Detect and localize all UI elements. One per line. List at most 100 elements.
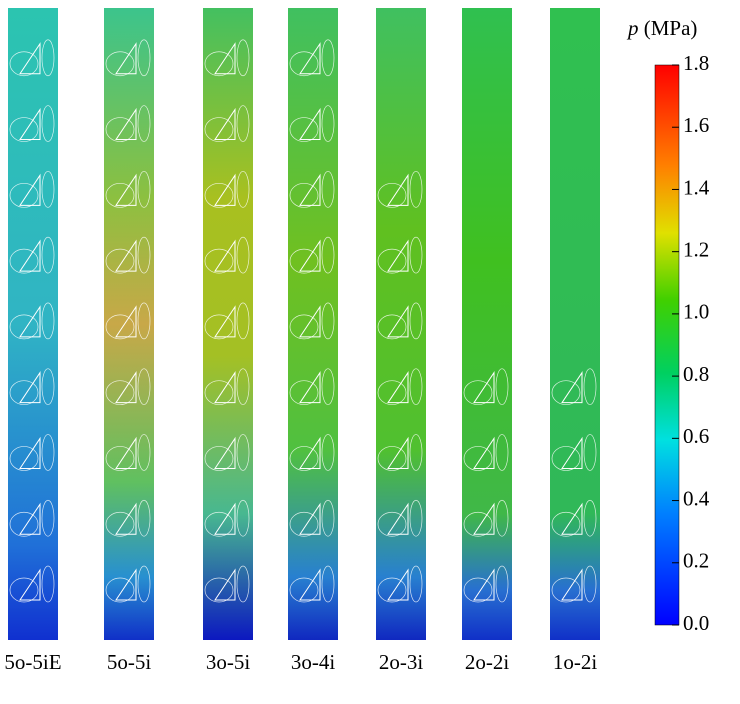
contour: [9, 446, 39, 471]
triangle-outline: [299, 305, 321, 338]
contour: [236, 105, 250, 142]
triangle-outline: [19, 42, 41, 75]
triangle-outline: [214, 502, 236, 535]
panel: [203, 8, 253, 640]
colorbar-tick-label: 1.4: [683, 175, 710, 199]
contour: [137, 565, 151, 603]
contour: [463, 446, 493, 471]
contour: [289, 446, 319, 471]
contour: [9, 314, 39, 340]
triangle-outline: [473, 502, 495, 535]
triangle-outline: [299, 107, 321, 141]
contour: [9, 248, 39, 274]
triangle-outline: [561, 502, 583, 535]
triangle-outline: [19, 502, 41, 535]
triangle-outline: [214, 305, 236, 338]
panel-label: 5o-5i: [107, 650, 151, 674]
panel-label: 1o-2i: [553, 650, 597, 674]
contour: [236, 499, 250, 537]
contour: [137, 39, 151, 77]
triangle-outline: [214, 173, 236, 206]
contour: [321, 39, 335, 77]
triangle-outline: [19, 436, 41, 469]
contour: [41, 170, 55, 208]
colorbar-tick-label: 0.0: [683, 611, 709, 635]
contour: [377, 446, 407, 471]
contour: [583, 434, 597, 471]
contour: [41, 499, 55, 537]
contour: [551, 380, 581, 406]
contour: [289, 117, 319, 142]
colorbar-tick-label: 0.6: [683, 424, 709, 448]
colorbar-tick-label: 1.2: [683, 237, 709, 261]
contour: [463, 511, 493, 537]
contour: [289, 577, 319, 603]
triangle-outline: [115, 568, 137, 601]
triangle-outline: [299, 173, 321, 206]
contour: [105, 248, 135, 274]
contour: [137, 105, 151, 142]
contour: [204, 380, 234, 406]
triangle-outline: [473, 568, 495, 601]
colorbar-title: p (MPa): [626, 16, 697, 40]
colorbar-tick-label: 0.4: [683, 486, 710, 510]
contour: [41, 39, 55, 77]
triangle-outline: [214, 239, 236, 272]
colorbar: [654, 64, 680, 626]
triangle-outline: [214, 436, 236, 469]
contour: [105, 380, 135, 406]
triangle-outline: [115, 371, 137, 404]
contour: [105, 314, 135, 340]
contour: [9, 380, 39, 406]
colorbar-tick-label: 0.2: [683, 549, 709, 573]
panel: [288, 8, 338, 640]
variable: p: [626, 16, 639, 40]
contour: [137, 236, 151, 274]
panel-label: 5o-5iE: [4, 650, 61, 674]
triangle-outline: [473, 371, 495, 404]
contour: [236, 236, 250, 274]
contour: [204, 511, 234, 537]
colorbar-tick-label: 1.8: [683, 51, 709, 75]
contour: [41, 368, 55, 406]
contour: [495, 368, 509, 406]
contour: [204, 182, 234, 208]
triangle-outline: [115, 239, 137, 272]
colorbar-tick-label: 1.6: [683, 113, 709, 137]
contour: [321, 105, 335, 142]
contour: [551, 446, 581, 471]
contour: [377, 380, 407, 406]
contour: [321, 302, 335, 340]
panel: [462, 8, 512, 640]
triangle-outline: [387, 371, 409, 404]
panel-label: 3o-4i: [291, 650, 335, 674]
contour: [495, 499, 509, 537]
contour: [289, 380, 319, 406]
triangle-outline: [299, 568, 321, 601]
contour: [321, 499, 335, 537]
panel-label: 2o-3i: [379, 650, 423, 674]
contour: [321, 170, 335, 208]
contour: [9, 117, 39, 142]
contour: [204, 314, 234, 340]
contour: [9, 577, 39, 603]
contour: [236, 434, 250, 471]
contour: [236, 170, 250, 208]
contour: [583, 368, 597, 406]
triangle-outline: [387, 239, 409, 272]
triangle-outline: [473, 436, 495, 469]
triangle-outline: [387, 502, 409, 535]
contour: [289, 51, 319, 77]
panel: [104, 8, 154, 640]
contour: [9, 511, 39, 537]
contour: [377, 248, 407, 274]
triangle-outline: [299, 371, 321, 404]
triangle-outline: [115, 42, 137, 75]
contour: [41, 434, 55, 471]
contour: [137, 434, 151, 471]
panel: [376, 8, 426, 640]
contour: [236, 565, 250, 603]
contour: [137, 499, 151, 537]
triangle-outline: [214, 371, 236, 404]
